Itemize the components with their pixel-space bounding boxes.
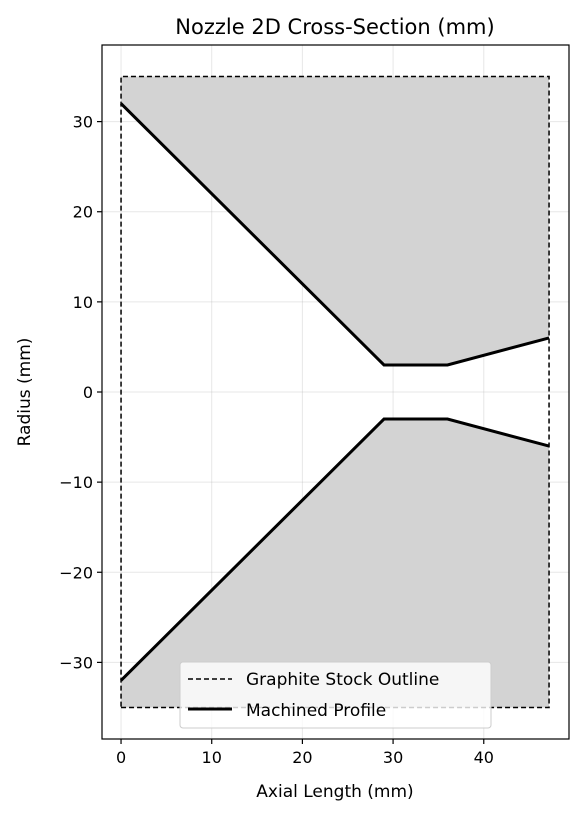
- y-tick-label: −20: [59, 563, 93, 582]
- y-tick-label: −10: [59, 473, 93, 492]
- y-tick-label: 30: [73, 113, 93, 132]
- legend-label-stock-outline: Graphite Stock Outline: [246, 670, 439, 690]
- x-tick-label: 40: [474, 748, 494, 767]
- x-tick-label: 30: [383, 748, 403, 767]
- y-axis-label: Radius (mm): [15, 338, 35, 447]
- legend: Graphite Stock Outline Machined Profile: [179, 661, 492, 729]
- legend-box: [179, 661, 492, 729]
- y-tick-label: 10: [73, 293, 93, 312]
- axis-ticks: 0 10 20 30 40 30 20 10 0 −10 −20 −30: [59, 113, 494, 767]
- legend-label-machined-profile: Machined Profile: [246, 701, 386, 721]
- x-tick-label: 10: [202, 748, 222, 767]
- lower-material-fill: [121, 419, 550, 708]
- upper-material-fill: [121, 76, 550, 365]
- chart-title: Nozzle 2D Cross-Section (mm): [175, 15, 494, 39]
- material-fill: [121, 76, 550, 708]
- stock-outline-line: [120, 75, 550, 709]
- y-tick-label: −30: [59, 653, 93, 672]
- machined-profile-lower-line: [119, 417, 550, 682]
- machined-profile-upper-line: [119, 102, 550, 367]
- x-axis-label: Axial Length (mm): [256, 782, 413, 802]
- x-tick-label: 0: [116, 748, 126, 767]
- x-tick-label: 20: [292, 748, 312, 767]
- y-tick-label: 20: [73, 203, 93, 222]
- y-tick-label: 0: [83, 383, 93, 402]
- series-lines: [119, 75, 550, 709]
